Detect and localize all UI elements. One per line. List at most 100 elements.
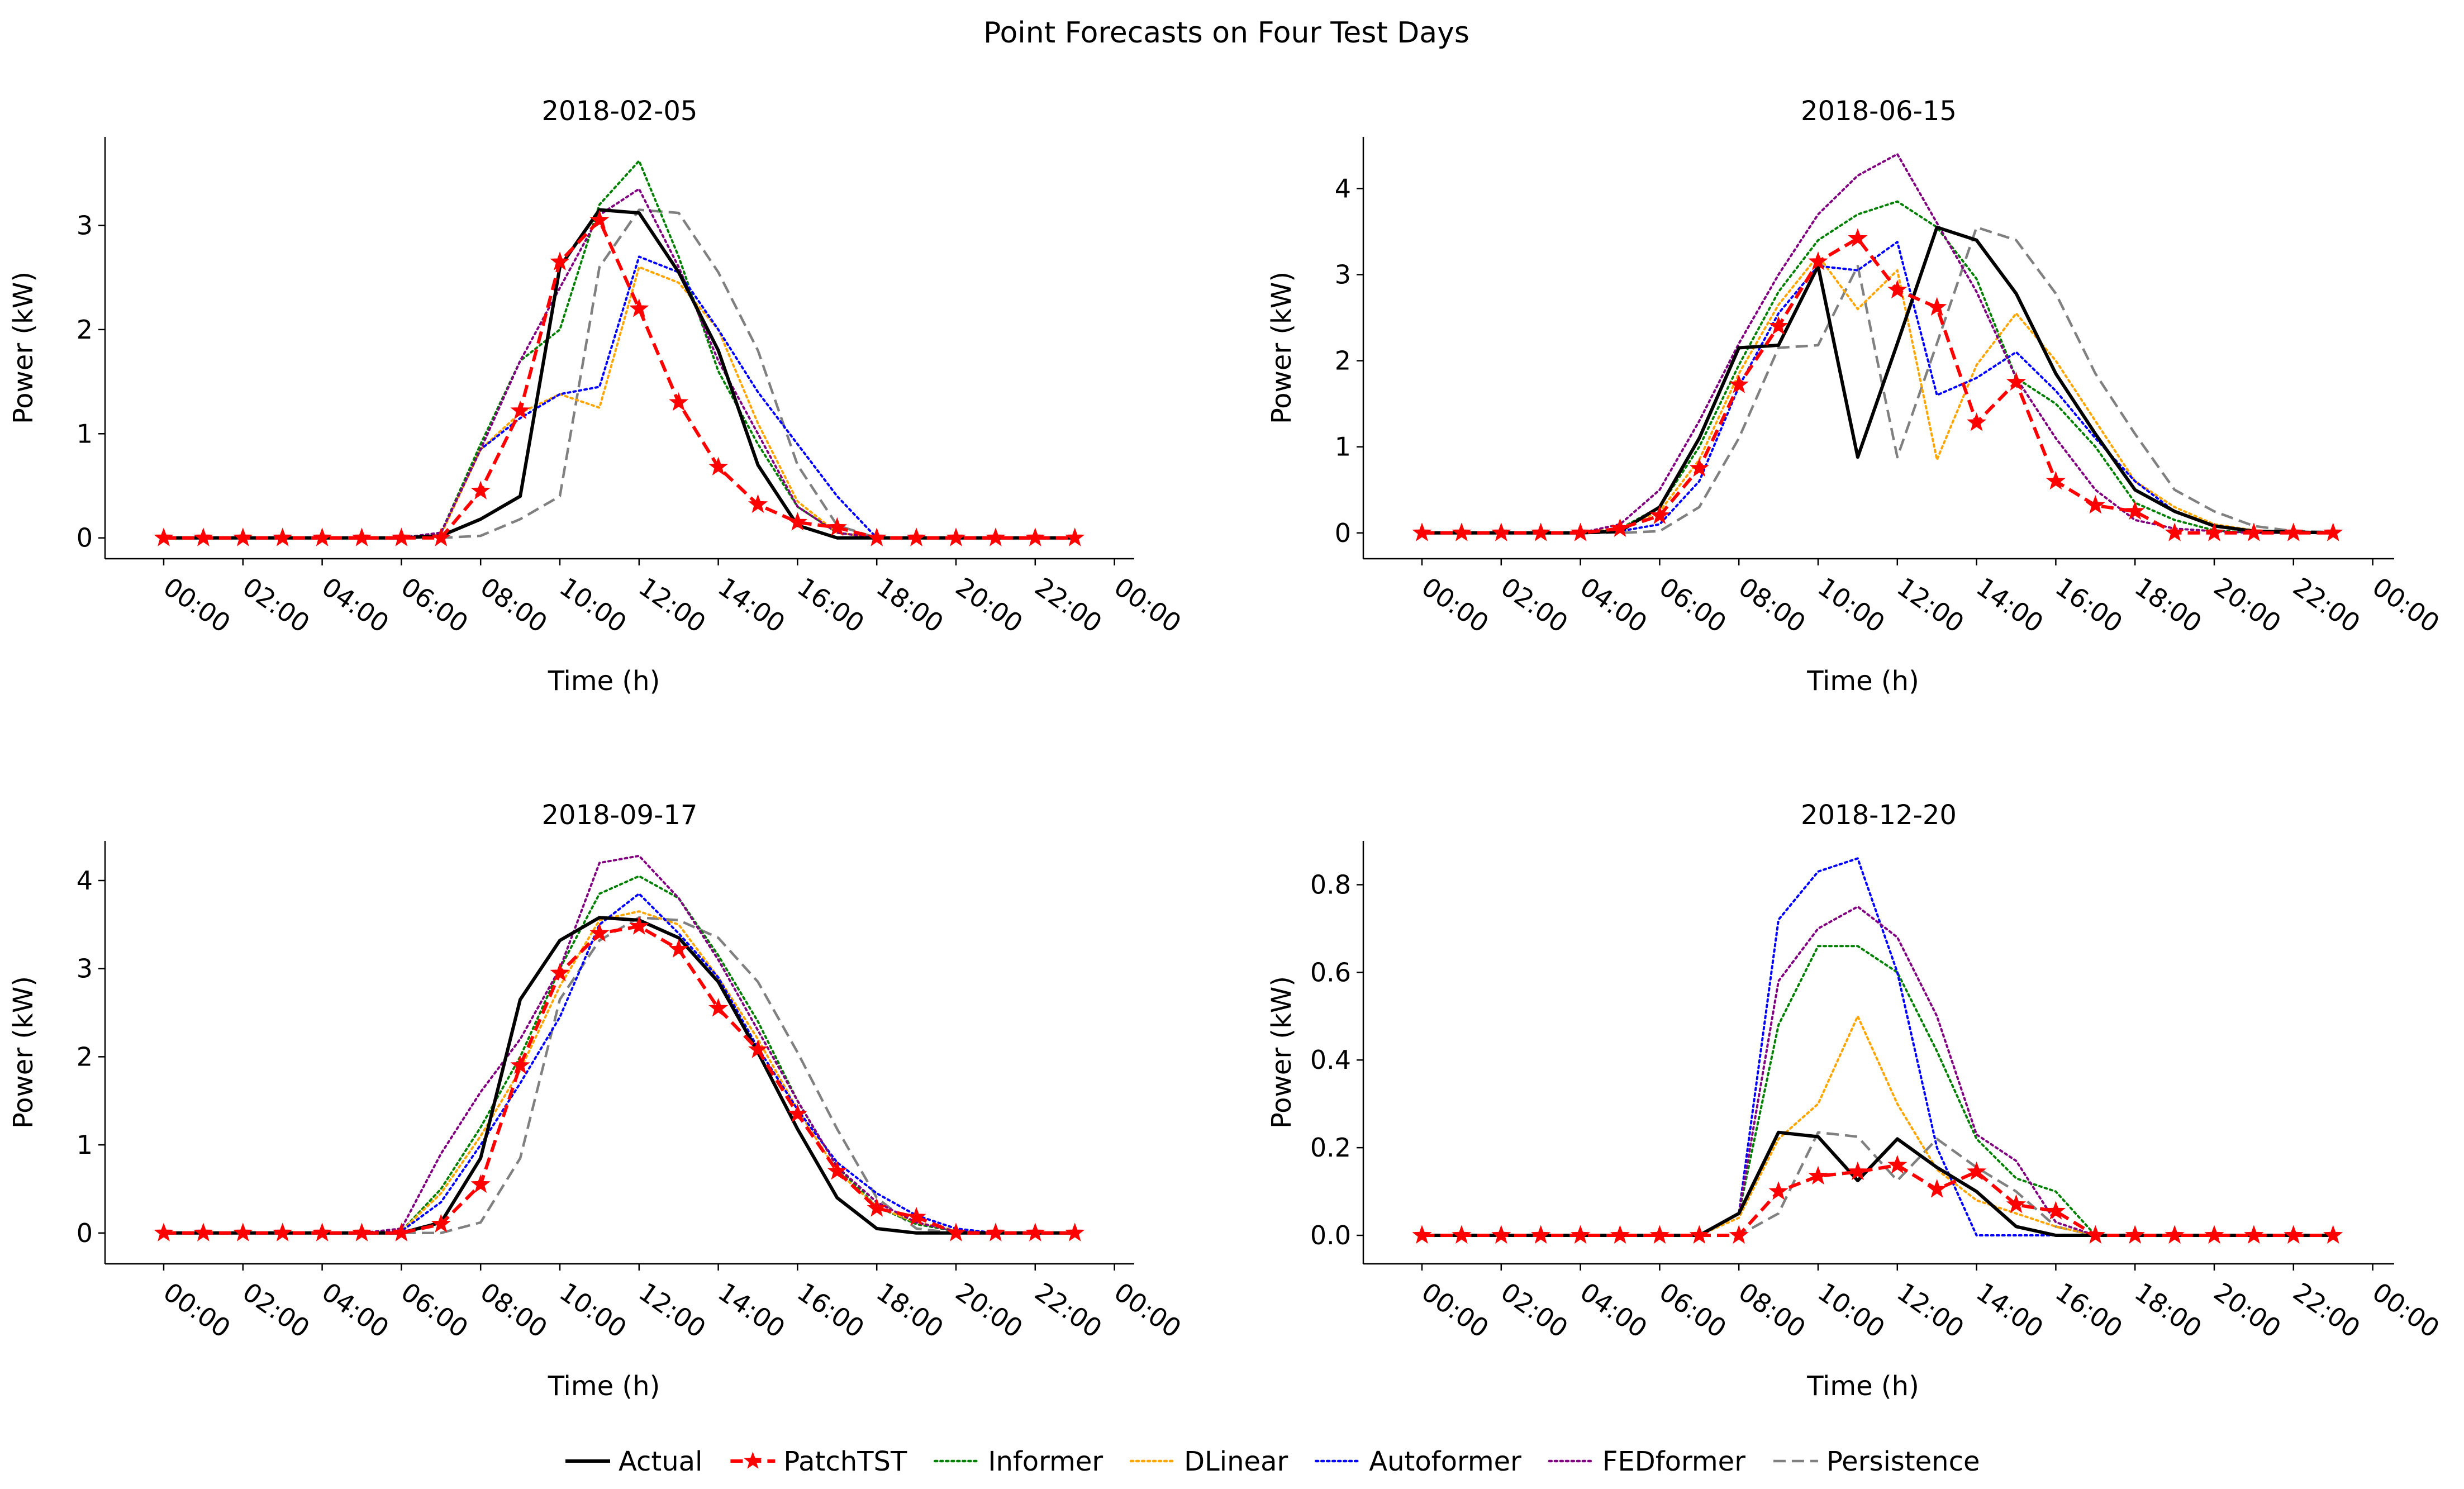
y-tick-label: 2 <box>77 315 93 345</box>
x-tick-label: 22:00 <box>1029 572 1107 639</box>
series-point-patchtst <box>1729 374 1749 393</box>
series-line-patchtst <box>164 925 1075 1235</box>
series-point-patchtst <box>510 400 530 420</box>
series-point-patchtst <box>827 1160 847 1180</box>
y-tick-label: 0.4 <box>1310 1045 1351 1075</box>
legend-item-fedformer: FEDformer <box>1548 1446 1745 1477</box>
y-tick-label: 1 <box>77 418 93 449</box>
series-point-patchtst <box>1808 1165 1828 1185</box>
series-point-patchtst <box>470 1174 491 1193</box>
series-point-patchtst <box>589 923 610 942</box>
legend-item-dlinear: DLinear <box>1129 1446 1288 1477</box>
series-point-patchtst <box>1808 251 1828 270</box>
series-point-patchtst <box>1531 1225 1551 1244</box>
series-point-patchtst <box>1491 1225 1511 1244</box>
series-line-actual <box>1422 225 2333 535</box>
x-tick-label: 22:00 <box>1029 1277 1107 1344</box>
series-line-patchtst <box>164 218 1075 540</box>
series-point-patchtst <box>2046 1201 2066 1220</box>
y-tick-label: 3 <box>77 954 93 984</box>
series-point-patchtst <box>312 1222 332 1241</box>
series-line-autoformer <box>163 255 1076 539</box>
series-point-patchtst <box>193 527 213 546</box>
series-point-patchtst <box>1571 1225 1591 1244</box>
series-point-patchtst <box>1689 458 1709 477</box>
series-point-patchtst <box>748 1039 768 1058</box>
y-tick-label: 4 <box>1335 173 1351 203</box>
x-tick-label: 16:00 <box>2050 572 2128 639</box>
legend-label: Informer <box>988 1446 1103 1477</box>
x-tick-label: 06:00 <box>396 572 474 639</box>
x-axis-label: Time (h) <box>1806 665 1919 697</box>
series-point-patchtst <box>233 527 253 546</box>
series-point-patchtst <box>193 1222 213 1241</box>
series-point-patchtst <box>1967 412 1987 431</box>
x-tick-label: 14:00 <box>712 1277 791 1344</box>
x-tick-label: 16:00 <box>792 572 870 639</box>
x-tick-label: 00:00 <box>1109 1277 1187 1344</box>
series-point-patchtst <box>1452 1225 1472 1244</box>
series-point-patchtst <box>550 251 570 270</box>
series-point-patchtst <box>1967 1161 1987 1181</box>
series-point-patchtst <box>312 527 332 546</box>
y-tick-label: 4 <box>77 865 93 896</box>
series-point-patchtst <box>1768 316 1788 335</box>
series-point-patchtst <box>470 481 491 499</box>
series-point-patchtst <box>787 1103 807 1122</box>
y-tick-label: 3 <box>1335 260 1351 290</box>
y-tick-label: 0.0 <box>1310 1220 1351 1250</box>
series-point-patchtst <box>589 210 610 229</box>
y-axis-label: Power (kW) <box>1266 976 1297 1129</box>
x-tick-label: 08:00 <box>1733 572 1811 639</box>
series-line-actual <box>164 208 1075 540</box>
chart-title: 2018-09-17 <box>542 800 698 831</box>
series-point-patchtst <box>1887 1155 1908 1174</box>
legend-item-patchtst: PatchTST <box>730 1446 907 1477</box>
series-point-patchtst <box>273 527 293 546</box>
series-line-persistence <box>164 916 1075 1235</box>
legend-label: Persistence <box>1826 1446 1980 1477</box>
x-tick-label: 10:00 <box>1813 1277 1891 1344</box>
x-axis-label: Time (h) <box>548 1371 660 1402</box>
series-point-patchtst <box>2085 1225 2105 1244</box>
series-point-patchtst <box>946 527 966 546</box>
series-point-patchtst <box>748 494 768 513</box>
x-tick-label: 00:00 <box>1416 1277 1495 1344</box>
series-point-patchtst <box>946 1222 966 1241</box>
series-point-patchtst <box>1649 1225 1669 1244</box>
series-line-informer <box>163 159 1076 539</box>
legend-label: PatchTST <box>783 1446 907 1477</box>
y-tick-label: 0.2 <box>1310 1133 1351 1163</box>
x-tick-label: 20:00 <box>2209 1277 2287 1344</box>
series-point-patchtst <box>351 527 372 546</box>
series-point-patchtst <box>1412 1225 1432 1244</box>
series-line-fedformer <box>163 188 1076 539</box>
series-point-patchtst <box>2284 522 2304 541</box>
series-point-patchtst <box>1065 527 1085 546</box>
x-tick-label: 12:00 <box>1891 572 1970 639</box>
series-line-fedformer <box>1421 153 2334 534</box>
series-point-patchtst <box>669 392 689 411</box>
x-tick-label: 04:00 <box>316 572 394 639</box>
series-point-patchtst <box>1571 522 1591 541</box>
series-point-patchtst <box>2244 522 2264 541</box>
x-tick-label: 00:00 <box>2367 572 2445 639</box>
series-point-patchtst <box>1610 1225 1630 1244</box>
x-tick-label: 16:00 <box>792 1277 870 1344</box>
x-tick-label: 00:00 <box>158 572 236 639</box>
x-tick-label: 20:00 <box>950 1277 1029 1344</box>
series-point-patchtst <box>2165 522 2185 541</box>
x-tick-label: 20:00 <box>950 572 1029 639</box>
x-tick-label: 00:00 <box>1416 572 1495 639</box>
series-point-patchtst <box>2006 372 2027 391</box>
x-tick-label: 08:00 <box>475 1277 553 1344</box>
series-point-patchtst <box>2085 495 2105 514</box>
series-point-patchtst <box>1412 522 1432 541</box>
series-point-patchtst <box>986 1222 1006 1241</box>
series-line-persistence <box>164 208 1075 539</box>
x-tick-label: 20:00 <box>2209 572 2287 639</box>
chart-title: 2018-02-05 <box>542 96 698 127</box>
x-tick-label: 12:00 <box>633 1277 711 1344</box>
series-line-patchtst <box>1422 1163 2333 1237</box>
